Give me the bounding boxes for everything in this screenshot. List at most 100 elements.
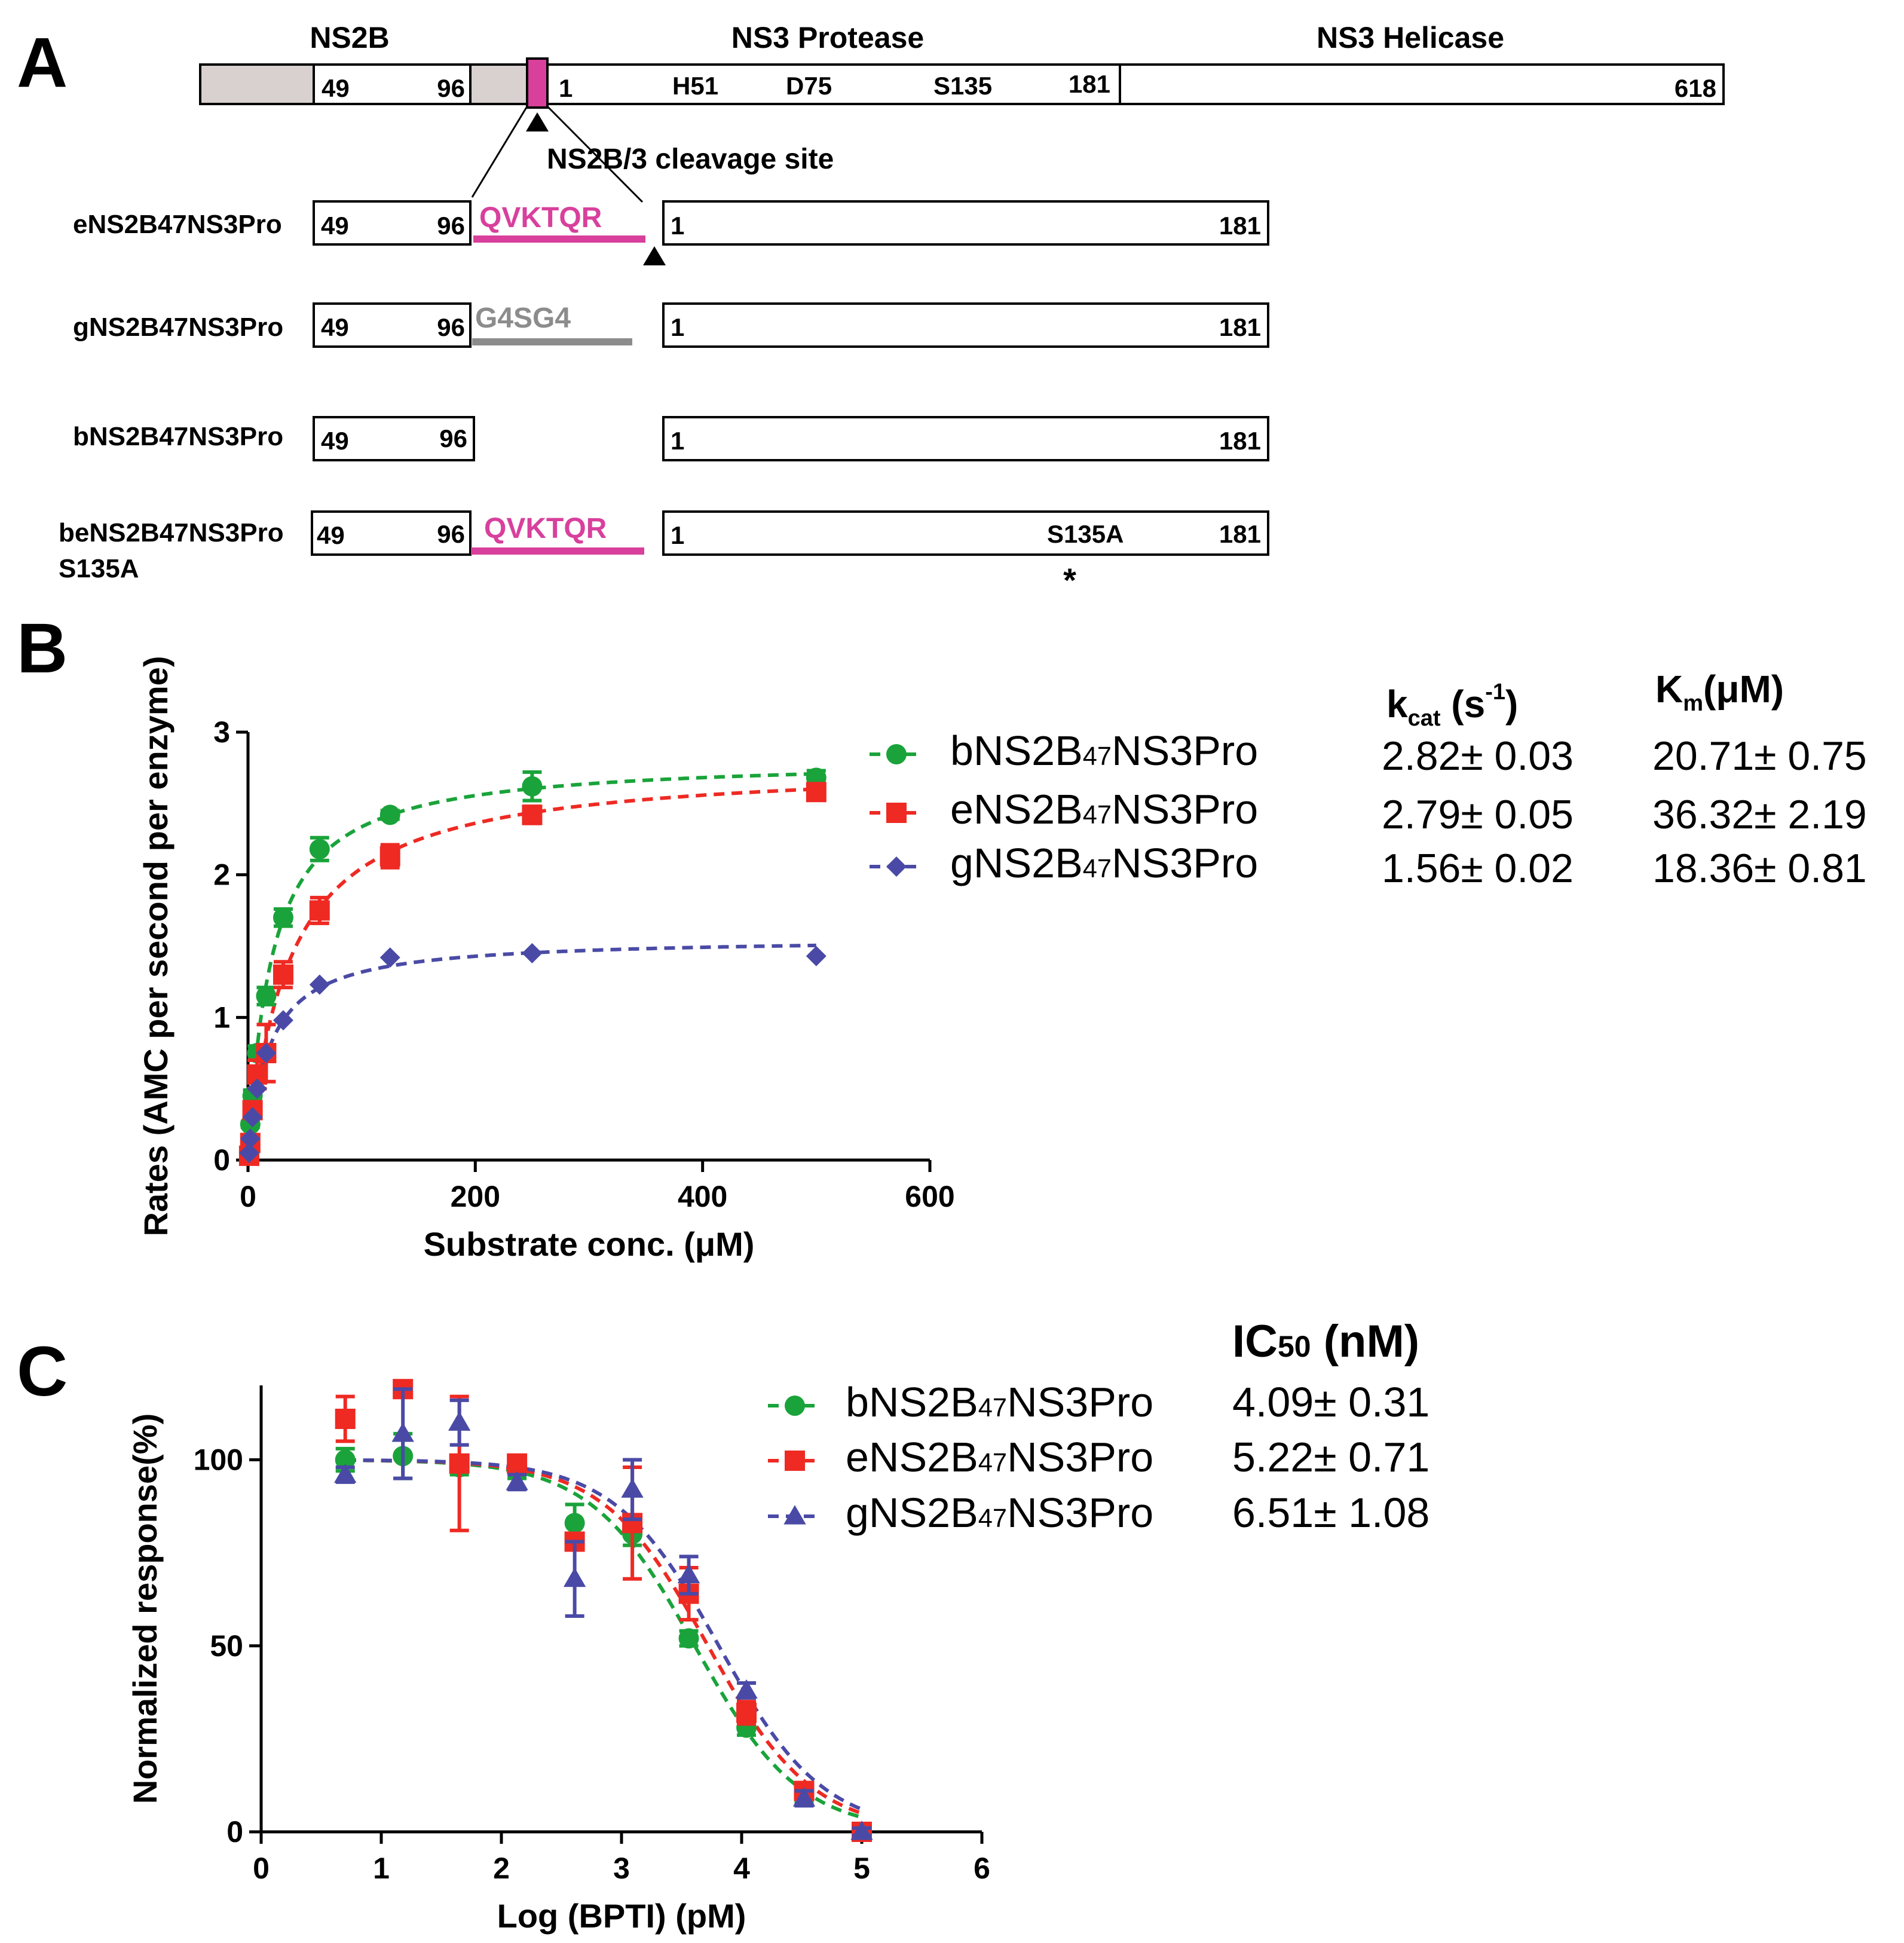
legend-label: gNS2B47NS3Pro	[950, 840, 1258, 886]
construct-ns2b-box	[311, 510, 472, 556]
y-axis-label: Rates (AMC per second per enzyme)	[137, 656, 175, 1237]
x-axis-label: Substrate conc. (μM)	[424, 1225, 755, 1263]
ic50-value: 5.22± 0.71	[1232, 1434, 1429, 1480]
construct-g: gNS2B47NS3Pro 49 96 G4SG4 1 181	[73, 302, 1269, 348]
top-bar-label-s135: S135	[933, 72, 992, 100]
construct-linker-label: QVKTQR	[484, 513, 607, 544]
construct-ns3-box	[662, 200, 1269, 246]
data-point-bNS2B47NS3Pro	[564, 1513, 585, 1534]
data-point-gNS2B47NS3Pro	[806, 946, 827, 966]
construct-mutation-mark: *	[1063, 561, 1076, 599]
data-point-bNS2B47NS3Pro	[273, 907, 293, 928]
data-point-gNS2B47NS3Pro	[391, 1422, 414, 1442]
construct-ns3-label-start: 1	[671, 427, 684, 455]
data-point-eNS2B47NS3Pro	[335, 1409, 356, 1430]
x-tick-label: 3	[613, 1852, 630, 1885]
y-tick-label: 50	[210, 1629, 243, 1663]
data-point-gNS2B47NS3Pro	[522, 943, 543, 963]
fit-curve-bNS2B47NS3Pro	[247, 772, 816, 1151]
construct-label-end: 96	[437, 212, 465, 240]
km-value: 20.71± 0.75	[1652, 733, 1867, 779]
legend-label: eNS2B47NS3Pro	[950, 786, 1258, 833]
data-point-eNS2B47NS3Pro	[522, 804, 543, 825]
top-bar-cleavage-box	[526, 57, 549, 109]
construct-label-start: 49	[321, 313, 349, 341]
cleavage-arrow	[526, 112, 549, 131]
header-ns2b: NS2B	[310, 21, 389, 54]
kcat-header: kcat (s-1)	[1386, 680, 1518, 731]
top-bar-label-d75: D75	[786, 72, 832, 100]
km-value: 18.36± 0.81	[1652, 846, 1867, 891]
data-point-gNS2B47NS3Pro	[240, 1128, 261, 1149]
panel-letter-c: C	[17, 1332, 68, 1411]
header-ns3-helicase: NS3 Helicase	[1317, 21, 1504, 54]
data-point-gNS2B47NS3Pro	[242, 1107, 263, 1128]
x-axis-label: Log (BPTI) (pM)	[497, 1897, 746, 1935]
data-point-gNS2B47NS3Pro	[850, 1820, 873, 1840]
y-tick-label: 0	[226, 1815, 243, 1849]
legend-label: bNS2B47NS3Pro	[950, 727, 1258, 774]
zoom-line-left	[471, 106, 528, 198]
data-point-eNS2B47NS3Pro	[736, 1702, 757, 1723]
top-bar-ns2b-n-term	[199, 63, 315, 105]
chart-b-plot: 0 200 400 600 0 1 2 3 Substrate conc. (μM) Rates …	[137, 656, 955, 1263]
data-point-eNS2B47NS3Pro	[449, 1453, 470, 1474]
construct-label-end: 96	[439, 424, 467, 452]
legend-label: gNS2B47NS3Pro	[846, 1489, 1153, 1536]
y-tick-label: 100	[194, 1443, 243, 1477]
x-tick-label: 2	[493, 1852, 510, 1885]
x-tick-label: 400	[678, 1180, 727, 1213]
chart-b-legend: bNS2B47NS3Pro 2.82± 0.03 20.71± 0.75 eNS2B4…	[870, 727, 1867, 891]
construct-name-line2: S135A	[59, 554, 139, 583]
kcat-value: 2.82± 0.03	[1382, 733, 1574, 779]
construct-ns3-label-start: 1	[671, 521, 684, 549]
data-point-eNS2B47NS3Pro	[309, 900, 330, 921]
fit-curve-eNS2B47NS3Pro	[247, 787, 816, 1155]
data-point-gNS2B47NS3Pro	[677, 1563, 700, 1584]
fit-curve-gNS2B47NS3Pro	[247, 943, 816, 1155]
construct-be: beNS2B47NS3Pro S135A 49 96 QVKTQR 1 S135…	[59, 510, 1269, 599]
x-tick-label: 0	[253, 1852, 270, 1885]
data-point-gNS2B47NS3Pro	[735, 1679, 758, 1699]
data-point-eNS2B47NS3Pro	[806, 782, 827, 803]
construct-linker-label: G4SG4	[475, 302, 571, 334]
data-point-gNS2B47NS3Pro	[448, 1411, 471, 1431]
construct-ns3-box	[662, 302, 1269, 348]
top-bar-ns2b-core	[313, 63, 472, 105]
construct-ns3-label-end: 181	[1219, 212, 1261, 240]
km-header: Km(μM)	[1655, 668, 1784, 716]
construct-linker-label: QVKTQR	[479, 202, 602, 234]
panel-b-kinetics-chart: B 0 200 400 600 0 1 2 3 Substrate conc. (μM) Rate…	[17, 609, 1867, 1263]
x-tick-label: 600	[905, 1180, 954, 1213]
construct-label-start: 49	[317, 521, 345, 549]
y-tick-label: 2	[213, 858, 230, 892]
top-bar-ns3-helicase	[1119, 63, 1725, 105]
construct-ns3-label-end: 181	[1219, 313, 1261, 341]
top-bar-label-49: 49	[322, 74, 350, 102]
y-tick-label: 1	[213, 1000, 230, 1034]
top-bar-label-1: 1	[559, 74, 573, 102]
data-point-gNS2B47NS3Pro	[273, 1010, 293, 1031]
ic50-value: 6.51± 1.08	[1232, 1489, 1429, 1536]
construct-label-start: 49	[321, 212, 349, 240]
kcat-value: 1.56± 0.02	[1382, 846, 1574, 891]
x-tick-label: 6	[974, 1852, 990, 1885]
fit-curve-gNS2B47NS3Pro	[345, 1458, 863, 1812]
construct-name: beNS2B47NS3Pro	[59, 518, 284, 547]
construct-name: gNS2B47NS3Pro	[73, 313, 283, 342]
cleavage-site-label: NS2B/3 cleavage site	[547, 143, 834, 175]
data-point-gNS2B47NS3Pro	[792, 1787, 816, 1807]
construct-name: eNS2B47NS3Pro	[73, 210, 282, 239]
data-point-gNS2B47NS3Pro	[256, 1043, 277, 1063]
x-tick-label: 4	[733, 1852, 750, 1885]
data-point-bNS2B47NS3Pro	[678, 1628, 699, 1649]
construct-cleavage-arrow	[643, 246, 666, 265]
construct-label-start: 49	[321, 427, 349, 455]
construct-mutation-label: S135A	[1047, 520, 1124, 548]
legend-marker	[886, 744, 907, 764]
data-point-eNS2B47NS3Pro	[379, 846, 400, 867]
y-tick-label: 3	[213, 715, 230, 749]
construct-ns3-box	[662, 510, 1269, 556]
construct-label-end: 96	[437, 313, 465, 341]
ic50-header: IC50 (nM)	[1232, 1316, 1419, 1367]
